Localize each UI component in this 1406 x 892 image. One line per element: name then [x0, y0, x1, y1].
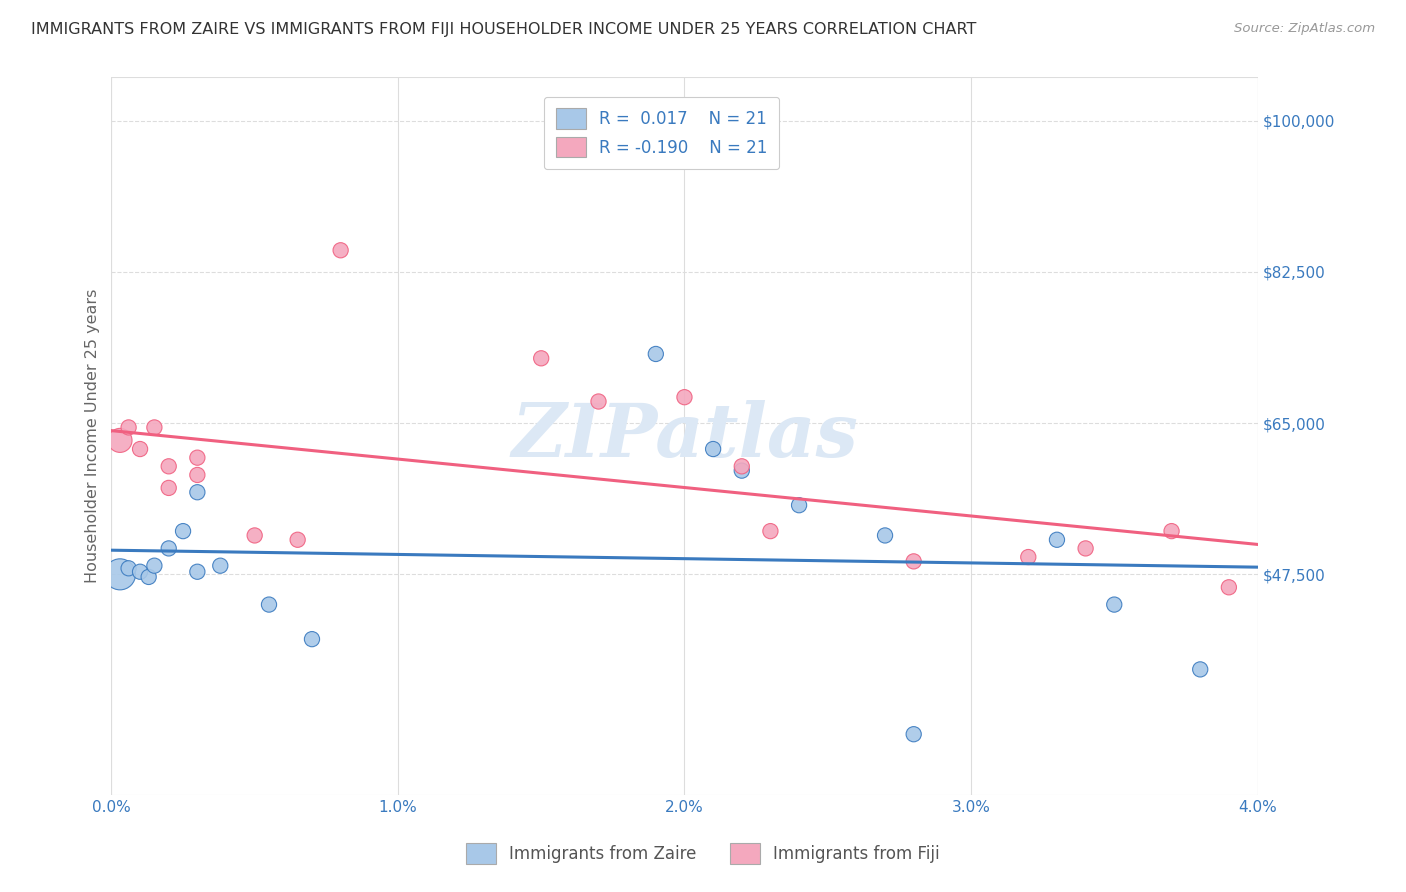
- Point: [1046, 533, 1069, 547]
- Point: [108, 434, 131, 448]
- Point: [731, 464, 754, 478]
- Point: [186, 485, 208, 500]
- Point: [186, 565, 208, 579]
- Text: ZIPatlas: ZIPatlas: [510, 400, 858, 473]
- Point: [157, 459, 180, 474]
- Point: [301, 632, 323, 647]
- Point: [329, 244, 352, 258]
- Text: IMMIGRANTS FROM ZAIRE VS IMMIGRANTS FROM FIJI HOUSEHOLDER INCOME UNDER 25 YEARS : IMMIGRANTS FROM ZAIRE VS IMMIGRANTS FROM…: [31, 22, 976, 37]
- Point: [903, 554, 925, 568]
- Legend: R =  0.017    N = 21, R = -0.190    N = 21: R = 0.017 N = 21, R = -0.190 N = 21: [544, 96, 779, 169]
- Point: [129, 565, 152, 579]
- Point: [257, 598, 280, 612]
- Point: [287, 533, 309, 547]
- Point: [644, 347, 666, 361]
- Point: [702, 442, 724, 456]
- Point: [186, 450, 208, 465]
- Point: [1189, 662, 1212, 676]
- Point: [129, 442, 152, 456]
- Point: [903, 727, 925, 741]
- Point: [1017, 549, 1039, 564]
- Point: [1160, 524, 1182, 538]
- Point: [157, 481, 180, 495]
- Point: [108, 567, 131, 582]
- Point: [117, 420, 139, 434]
- Point: [673, 390, 696, 404]
- Point: [731, 459, 754, 474]
- Point: [1104, 598, 1126, 612]
- Point: [209, 558, 232, 573]
- Point: [873, 528, 896, 542]
- Point: [117, 561, 139, 575]
- Point: [143, 420, 166, 434]
- Legend: Immigrants from Zaire, Immigrants from Fiji: Immigrants from Zaire, Immigrants from F…: [460, 837, 946, 871]
- Point: [1074, 541, 1097, 556]
- Text: Source: ZipAtlas.com: Source: ZipAtlas.com: [1234, 22, 1375, 36]
- Point: [787, 498, 810, 512]
- Point: [588, 394, 610, 409]
- Y-axis label: Householder Income Under 25 years: Householder Income Under 25 years: [86, 289, 100, 583]
- Point: [186, 467, 208, 482]
- Point: [157, 541, 180, 556]
- Point: [1218, 580, 1240, 594]
- Point: [138, 570, 160, 584]
- Point: [530, 351, 553, 366]
- Point: [243, 528, 266, 542]
- Point: [143, 558, 166, 573]
- Point: [172, 524, 194, 538]
- Point: [759, 524, 782, 538]
